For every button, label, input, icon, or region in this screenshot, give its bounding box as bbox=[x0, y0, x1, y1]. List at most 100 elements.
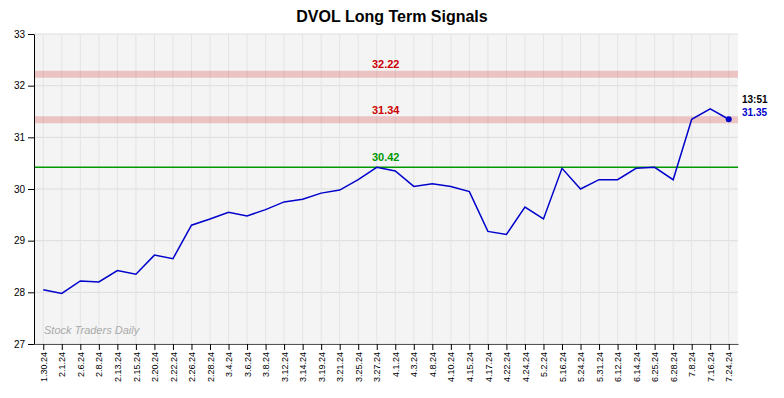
grid-line bbox=[98, 34, 99, 344]
tick: 6.12.24 bbox=[613, 344, 623, 382]
tick-label: 4.24.24 bbox=[521, 352, 531, 382]
grid-line bbox=[172, 34, 173, 344]
tick: 4.22.24 bbox=[502, 344, 512, 382]
tick-mark bbox=[284, 344, 285, 350]
tick: 4.10.24 bbox=[446, 344, 456, 382]
tick-mark bbox=[247, 344, 248, 350]
grid-line bbox=[284, 34, 285, 344]
grid-line bbox=[395, 34, 396, 344]
tick-label: 2.28.24 bbox=[206, 352, 216, 382]
tick-mark bbox=[28, 189, 34, 190]
grid-line bbox=[135, 34, 136, 344]
grid-line bbox=[34, 34, 738, 35]
reference-label: 30.42 bbox=[372, 151, 400, 163]
tick: 5.2.24 bbox=[539, 344, 549, 377]
grid-line bbox=[487, 34, 488, 344]
tick-mark bbox=[191, 344, 192, 350]
tick: 5.31.24 bbox=[595, 344, 605, 382]
grid-line bbox=[654, 34, 655, 344]
tick-mark bbox=[581, 344, 582, 350]
tick: 29 bbox=[14, 235, 34, 246]
grid-line bbox=[710, 34, 711, 344]
grid-line bbox=[265, 34, 266, 344]
tick-mark bbox=[432, 344, 433, 350]
grid-line bbox=[562, 34, 563, 344]
reference-label: 31.34 bbox=[372, 104, 400, 116]
tick-label: 3.27.24 bbox=[372, 352, 382, 382]
tick-mark bbox=[62, 344, 63, 350]
tick-mark bbox=[266, 344, 267, 350]
grid-line bbox=[543, 34, 544, 344]
tick-label: 27 bbox=[14, 339, 26, 350]
tick-label: 7.16.24 bbox=[706, 352, 716, 382]
tick-label: 4.3.24 bbox=[409, 352, 419, 377]
tick-label: 4.10.24 bbox=[446, 352, 456, 382]
tick-label: 3.4.24 bbox=[224, 352, 234, 377]
tick: 5.16.24 bbox=[558, 344, 568, 382]
tick-mark bbox=[28, 292, 34, 293]
tick: 4.17.24 bbox=[484, 344, 494, 382]
grid-line bbox=[691, 34, 692, 344]
tick: 2.13.24 bbox=[113, 344, 123, 382]
plot: 1.30.242.1.242.6.242.8.242.13.242.15.242… bbox=[14, 29, 768, 382]
grid-line bbox=[34, 344, 738, 345]
grid-line bbox=[61, 34, 62, 344]
reference-line bbox=[34, 167, 738, 169]
tick-mark bbox=[729, 344, 730, 350]
plot-background bbox=[34, 34, 738, 344]
tick-label: 2.22.24 bbox=[169, 352, 179, 382]
tick-label: 3.21.24 bbox=[335, 352, 345, 382]
tick-label: 33 bbox=[14, 29, 26, 40]
grid-line bbox=[228, 34, 229, 344]
tick-mark bbox=[117, 344, 118, 350]
chart: DVOL Long Term Signals1.30.242.1.242.6.2… bbox=[0, 0, 784, 398]
tick: 2.15.24 bbox=[132, 344, 142, 382]
tick-label: 3.6.24 bbox=[243, 352, 253, 377]
tick-mark bbox=[28, 137, 34, 138]
tick: 3.25.24 bbox=[354, 344, 364, 382]
last-time-label: 13:51 bbox=[742, 94, 768, 105]
tick-label: 2.15.24 bbox=[132, 352, 142, 382]
tick-mark bbox=[488, 344, 489, 350]
tick-mark bbox=[154, 344, 155, 350]
tick-label: 30 bbox=[14, 184, 26, 195]
grid-line bbox=[728, 34, 729, 344]
tick: 7.24.24 bbox=[724, 344, 734, 382]
watermark: Stock Traders Daily bbox=[44, 324, 141, 336]
tick: 2.8.24 bbox=[94, 344, 104, 377]
tick-label: 32 bbox=[14, 80, 26, 91]
tick-mark bbox=[414, 344, 415, 350]
tick-label: 4.15.24 bbox=[465, 352, 475, 382]
grid-line bbox=[34, 292, 738, 293]
tick-label: 4.8.24 bbox=[428, 352, 438, 377]
data-line bbox=[43, 109, 728, 293]
tick-mark bbox=[618, 344, 619, 350]
grid-line bbox=[432, 34, 433, 344]
grid-line bbox=[247, 34, 248, 344]
tick-label: 3.14.24 bbox=[298, 352, 308, 382]
tick-label: 6.14.24 bbox=[632, 352, 642, 382]
tick: 4.3.24 bbox=[409, 344, 419, 377]
tick: 28 bbox=[14, 287, 34, 298]
tick: 4.24.24 bbox=[521, 344, 531, 382]
grid-line bbox=[506, 34, 507, 344]
tick-label: 5.2.24 bbox=[539, 352, 549, 377]
x-axis: 1.30.242.1.242.6.242.8.242.13.242.15.242… bbox=[35, 344, 739, 382]
tick-label: 29 bbox=[14, 235, 26, 246]
tick-mark bbox=[229, 344, 230, 350]
tick: 7.8.24 bbox=[687, 344, 697, 377]
tick: 3.8.24 bbox=[261, 344, 271, 377]
grid-line bbox=[673, 34, 674, 344]
grid-line bbox=[154, 34, 155, 344]
grid bbox=[34, 34, 738, 344]
reference-label: 32.22 bbox=[372, 58, 400, 70]
grid-line bbox=[191, 34, 192, 344]
grid-line bbox=[80, 34, 81, 344]
grid-line bbox=[117, 34, 118, 344]
tick-label: 7.8.24 bbox=[687, 352, 697, 377]
tick-mark bbox=[28, 34, 34, 35]
title: DVOL Long Term Signals bbox=[296, 8, 488, 25]
grid-line bbox=[413, 34, 414, 344]
tick: 3.19.24 bbox=[317, 344, 327, 382]
grid-line bbox=[617, 34, 618, 344]
